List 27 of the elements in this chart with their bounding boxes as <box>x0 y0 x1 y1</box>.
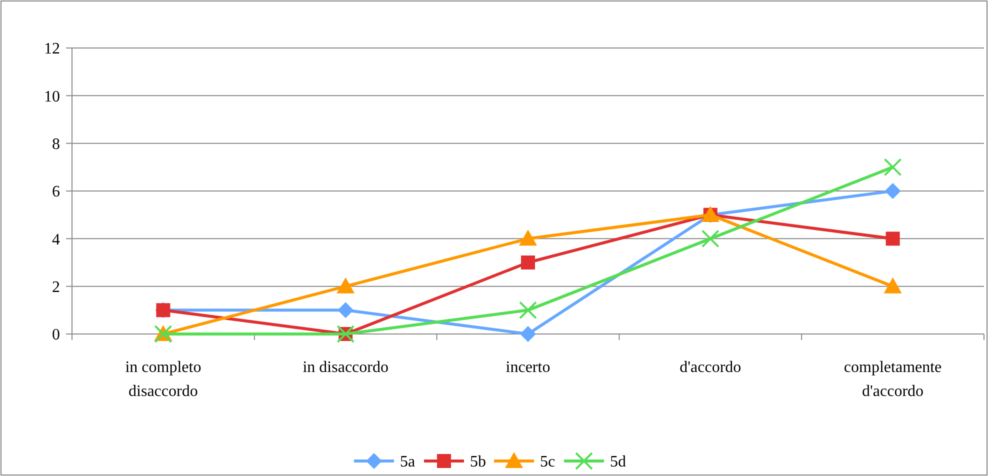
point <box>884 183 901 199</box>
point <box>336 277 355 294</box>
legend-label: 5b <box>470 454 486 471</box>
point <box>886 232 900 246</box>
y-tick-label: 0 <box>52 326 60 344</box>
point <box>521 256 535 270</box>
point <box>338 302 354 318</box>
legend-label: 5a <box>400 454 416 471</box>
point <box>520 326 536 342</box>
legend-label: 5d <box>610 454 626 471</box>
x-tick-label: in completo disaccordo <box>125 359 202 400</box>
point <box>884 158 902 176</box>
x-tick-label: d'accordo <box>680 359 742 376</box>
point <box>884 277 902 294</box>
point <box>519 230 537 246</box>
y-tick-label: 12 <box>44 40 60 58</box>
x-tick-label: in disaccordo <box>302 359 388 376</box>
y-tick-label: 8 <box>52 136 60 153</box>
point <box>701 230 720 248</box>
legend-label: 5c <box>540 454 556 471</box>
y-tick-label: 6 <box>52 184 60 201</box>
y-tick-label: 4 <box>52 231 60 248</box>
y-tick-label: 2 <box>52 278 60 296</box>
x-tick-label: completamente d'accordo <box>844 359 942 400</box>
x-tick-label: incerto <box>506 359 550 376</box>
y-tick-label: 10 <box>44 88 60 106</box>
point <box>519 301 537 320</box>
